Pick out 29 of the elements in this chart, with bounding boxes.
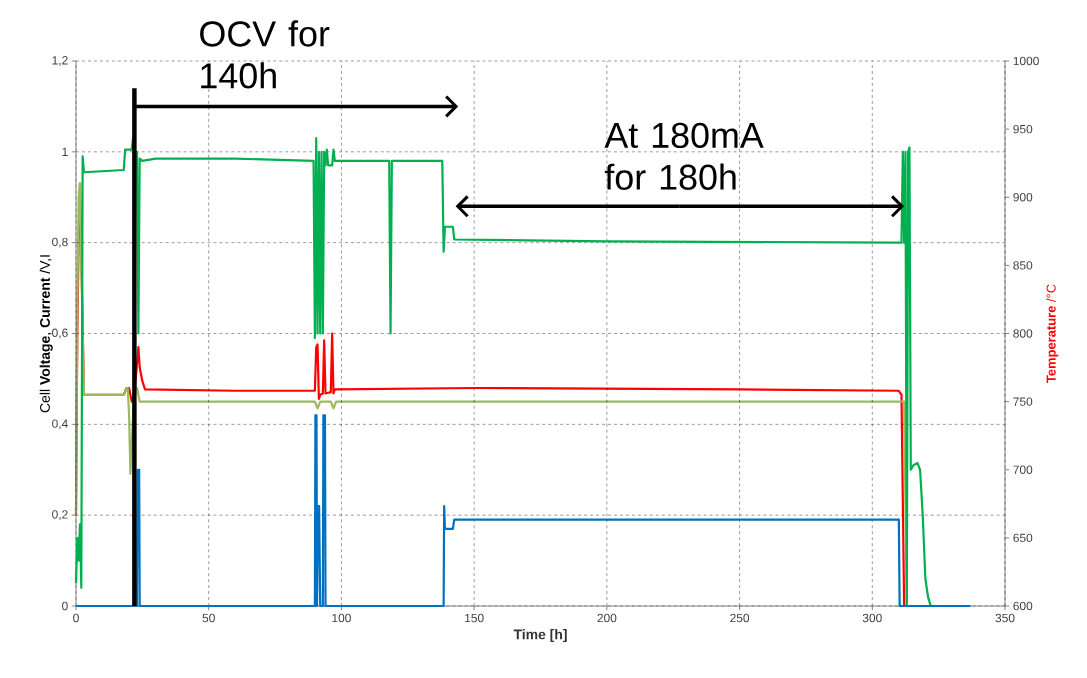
x-tick-label: 100 bbox=[332, 613, 351, 623]
annotation: OCV for 140h bbox=[200, 20, 330, 89]
annotation: At 180mA for 180h bbox=[604, 122, 764, 190]
y-tick-label: 1 bbox=[62, 147, 68, 156]
y2-tick-label: 800 bbox=[1013, 329, 1033, 338]
x-tick-label: 50 bbox=[202, 613, 215, 623]
y-tick-label: 0,2 bbox=[52, 510, 68, 521]
x-tick-label: 350 bbox=[995, 613, 1015, 623]
x-tick-label: 300 bbox=[862, 613, 882, 623]
x-tick-label: 250 bbox=[730, 613, 750, 623]
x-tick-label: 200 bbox=[597, 613, 617, 623]
y-tick-label: 0,4 bbox=[52, 419, 68, 430]
y-tick-label: 1,2 bbox=[52, 56, 68, 66]
x-axis-title: Time [h] bbox=[513, 629, 567, 643]
y2-tick-label: 1000 bbox=[1013, 56, 1039, 66]
y2-tick-label: 850 bbox=[1013, 261, 1033, 270]
x-tick-label: 150 bbox=[465, 613, 484, 623]
y-tick-label: 0,8 bbox=[52, 237, 68, 248]
y2-tick-label: 650 bbox=[1013, 533, 1033, 543]
y-tick-label: 0 bbox=[62, 601, 68, 611]
x-tick-label: 0 bbox=[73, 613, 79, 623]
y-tick-label: 0,6 bbox=[52, 328, 68, 339]
y2-tick-label: 600 bbox=[1013, 601, 1033, 611]
y2-axis-title: Temperature /°C bbox=[1046, 284, 1059, 383]
y2-tick-label: 900 bbox=[1013, 193, 1033, 202]
y2-tick-label: 700 bbox=[1013, 465, 1033, 474]
y-axis-title: Cell Voltage, Current /V,I bbox=[39, 255, 53, 413]
y2-tick-label: 950 bbox=[1013, 124, 1033, 134]
y2-tick-label: 750 bbox=[1013, 397, 1033, 406]
